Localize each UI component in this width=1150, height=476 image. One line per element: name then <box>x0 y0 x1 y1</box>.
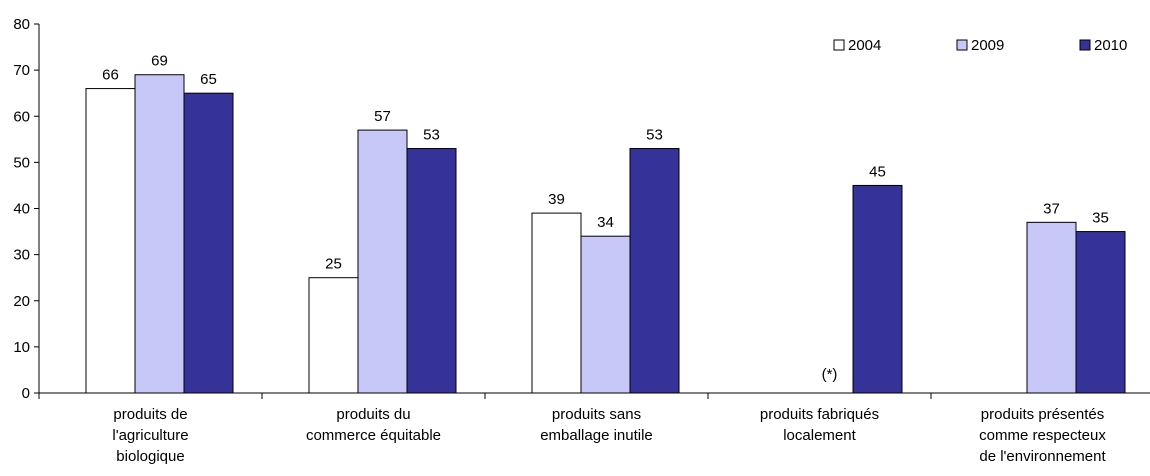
bar-2009 <box>134 74 185 394</box>
category-label: produits sans emballage inutile <box>540 406 653 444</box>
bar-2010 <box>629 148 680 394</box>
bar-2009 <box>580 235 631 394</box>
bar-value-label: 37 <box>1043 200 1060 217</box>
bar-2010 <box>1075 231 1126 394</box>
bar-value-label: 53 <box>423 127 440 144</box>
legend-swatch-2004 <box>833 39 845 51</box>
category-label: produits de l'agriculture biologique <box>112 406 188 465</box>
data-labels: 66 69 65 25 57 53 39 34 53 45 37 35 <box>102 53 1109 273</box>
bar-value-label: 39 <box>548 191 565 208</box>
y-tick-label: 0 <box>22 385 30 402</box>
bar-value-label: 35 <box>1092 210 1109 227</box>
y-tick-label: 60 <box>13 108 30 125</box>
bar-value-label: 66 <box>102 67 119 84</box>
bar-2009 <box>357 129 408 394</box>
y-tick-label: 20 <box>13 293 30 310</box>
bar-value-label: 57 <box>374 108 391 125</box>
legend-label: 2009 <box>971 37 1004 54</box>
bar-value-label: 53 <box>646 127 663 144</box>
y-tick-label: 40 <box>13 201 30 218</box>
legend-swatch-2009 <box>956 39 968 51</box>
y-tick-label: 50 <box>13 154 30 171</box>
y-tick-label: 10 <box>13 339 30 356</box>
annotations: (*) <box>822 366 838 383</box>
category-label: produits présentés comme respecteux de l'e… <box>979 406 1106 465</box>
category-label: produits du commerce équitable <box>306 406 441 444</box>
legend-label: 2004 <box>848 37 881 54</box>
x-axis <box>38 392 1150 399</box>
legend-swatch-2010 <box>1079 39 1091 51</box>
annotation-note: (*) <box>822 366 838 383</box>
bar-value-label: 34 <box>597 214 614 231</box>
y-tick-label: 70 <box>13 62 30 79</box>
legend: 2004 2009 2010 <box>833 37 1127 54</box>
bar-value-label: 65 <box>200 71 217 88</box>
bar-value-label: 45 <box>869 163 886 180</box>
y-tick-label: 30 <box>13 247 30 264</box>
bar-2010 <box>406 148 457 394</box>
bar-value-label: 25 <box>325 256 342 273</box>
bar-2010 <box>183 92 234 394</box>
bar-2004 <box>531 212 582 394</box>
bar-value-label: 69 <box>151 53 168 70</box>
bar-2004 <box>85 88 136 394</box>
y-tick-label: 80 <box>13 16 30 33</box>
y-axis: 0 10 20 30 40 50 60 70 80 <box>13 16 40 402</box>
bars <box>85 74 1126 394</box>
bar-2004 <box>308 277 359 394</box>
bar-2009 <box>1026 221 1077 394</box>
bar-2010 <box>852 184 903 394</box>
category-label: produits fabriqués localement <box>760 406 879 444</box>
category-labels: produits de l'agriculture biologique produi… <box>112 406 1106 465</box>
legend-label: 2010 <box>1094 37 1127 54</box>
